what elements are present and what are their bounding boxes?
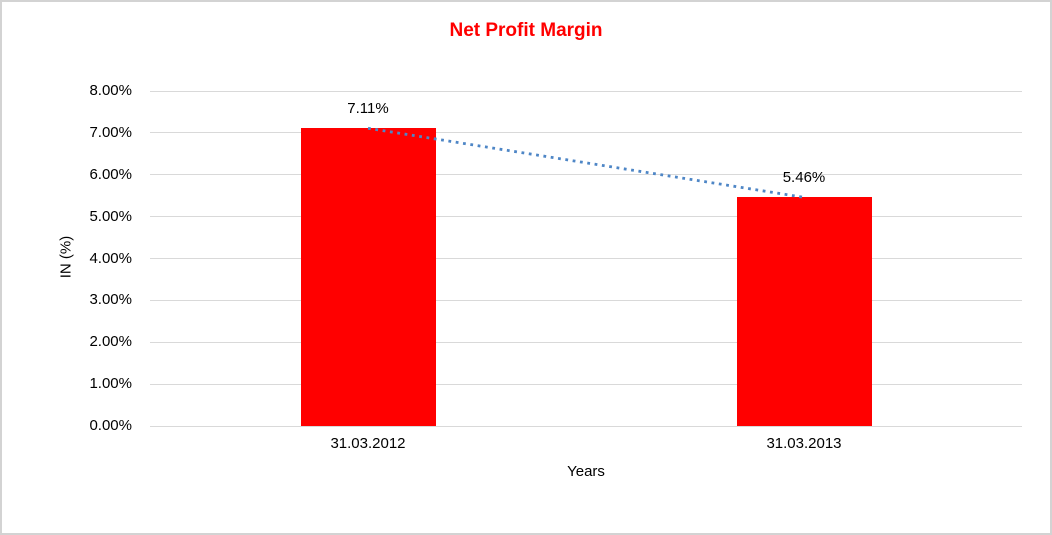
y-tick-label: 6.00% — [89, 165, 132, 183]
gridline — [150, 132, 1022, 134]
y-tick-label: 7.00% — [89, 123, 132, 141]
gridline — [150, 90, 1022, 92]
x-tick-label: 31.03.2012 — [330, 435, 406, 452]
gridline — [150, 258, 1022, 259]
y-tick-label: 0.00% — [89, 417, 132, 434]
trendline — [367, 126, 805, 199]
bar — [300, 128, 436, 426]
data-label: 5.46% — [782, 169, 826, 187]
plot-area: 7.11% 5.46% — [150, 90, 1022, 427]
y-tick-label: 8.00% — [89, 82, 132, 99]
gridline — [150, 341, 1022, 343]
gridline — [150, 383, 1022, 385]
y-tick-label: 3.00% — [89, 291, 132, 309]
x-tick-label: 31.03.2013 — [766, 435, 842, 452]
gridline — [150, 299, 1022, 301]
y-tick-label: 5.00% — [89, 207, 132, 225]
data-label: 7.11% — [347, 100, 389, 118]
gridline — [150, 425, 1022, 427]
chart-title: Net Profit Margin — [449, 20, 603, 41]
x-axis-title: Years — [567, 463, 605, 480]
y-tick-label: 1.00% — [89, 375, 132, 393]
gridline — [150, 174, 1022, 176]
y-tick-label: 2.00% — [89, 333, 132, 351]
gridline — [150, 216, 1022, 218]
y-tick-label: 4.00% — [89, 249, 132, 267]
bar — [736, 197, 872, 426]
